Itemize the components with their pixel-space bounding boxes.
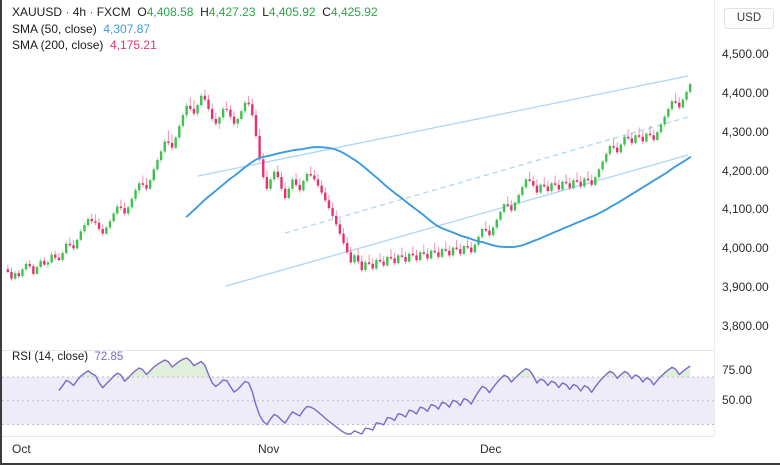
rsi-tick: 50.00 [722, 392, 753, 407]
sma200-value: 4,175.21 [110, 38, 157, 52]
open-label: O [137, 5, 147, 19]
sma50-line [185, 146, 692, 248]
price-axis[interactable]: USD 4,500.00 4,400.00 4,300.00 4,200.00 4,10… [714, 0, 780, 438]
ascending-channel [197, 75, 689, 287]
high-value: 4,427.23 [208, 5, 256, 19]
rsi-line [58, 357, 691, 435]
rsi-label: RSI (14, close) [12, 351, 89, 363]
time-tick: Dec [480, 442, 502, 456]
legend-separator-1: · [62, 5, 73, 19]
currency-badge[interactable]: USD [724, 8, 774, 29]
price-axis-divider [714, 0, 715, 436]
chart-legend: XAUUSD · 4h · FXCM O4,408.58 H4,427.23 L… [12, 4, 378, 54]
interval-label[interactable]: 4h [72, 5, 87, 19]
low-value: 4,405.92 [268, 5, 316, 19]
candlestick-series [6, 82, 692, 281]
time-tick: Nov [258, 442, 280, 456]
rsi-level-lines [2, 376, 714, 425]
close-label: C [322, 5, 331, 19]
price-tick: 4,400.00 [722, 86, 769, 101]
rsi-tick: 75.00 [722, 363, 753, 378]
price-tick: 3,900.00 [722, 279, 769, 294]
price-tick: 3,800.00 [722, 318, 769, 333]
sma50-value: 4,307.87 [103, 21, 151, 36]
price-tick: 4,200.00 [722, 163, 769, 178]
price-tick: 4,100.00 [722, 202, 769, 217]
legend-separator-2: · [86, 5, 97, 19]
sma50-label: SMA (50, close) [12, 21, 97, 36]
rsi-value: 72.85 [94, 351, 124, 363]
time-axis[interactable]: Oct Nov Dec [2, 436, 714, 463]
open-value: 4,408.58 [146, 5, 194, 19]
price-tick: 4,500.00 [722, 47, 769, 62]
rsi-legend-row[interactable]: RSI (14, close) 72.85 [12, 351, 123, 363]
sma200-legend-row[interactable]: SMA (200, close) 4,175.21 [12, 37, 378, 54]
exchange-label[interactable]: FXCM [96, 5, 131, 19]
symbol-label[interactable]: XAUUSD [12, 5, 63, 19]
time-tick: Oct [12, 442, 31, 456]
price-tick: 4,000.00 [722, 241, 769, 256]
sma50-legend-row[interactable]: SMA (50, close) 4,307.87 [12, 21, 378, 38]
sma200-label: SMA (200, close) [12, 38, 104, 52]
high-label: H [200, 5, 209, 19]
price-tick: 4,300.00 [722, 124, 769, 139]
low-label: L [262, 5, 269, 19]
pane-separator [2, 350, 714, 351]
time-axis-separator [2, 436, 714, 437]
close-value: 4,425.92 [330, 5, 378, 19]
symbol-ohlc-row[interactable]: XAUUSD · 4h · FXCM O4,408.58 H4,427.23 L… [12, 4, 378, 21]
